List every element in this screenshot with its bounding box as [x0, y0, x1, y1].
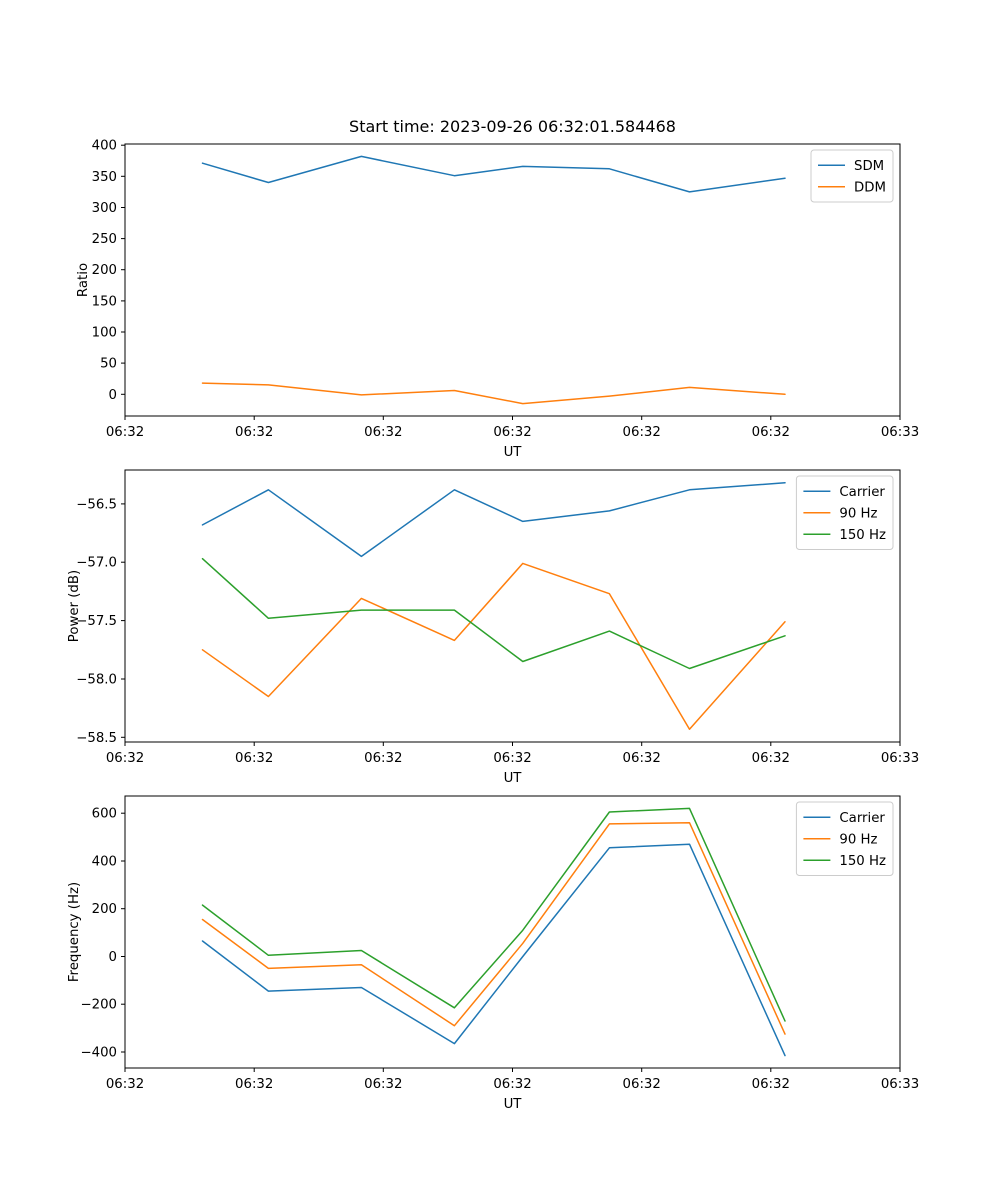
x-tick-label: 06:32	[235, 425, 273, 440]
x-tick-label: 06:32	[752, 751, 790, 766]
x-tick-label: 06:32	[493, 751, 531, 766]
y-tick-label: 400	[92, 855, 117, 870]
x-tick-label: 06:32	[364, 751, 402, 766]
legend-label-90-hz: 90 Hz	[839, 507, 877, 522]
y-tick-label: 100	[92, 326, 117, 341]
y-tick-label: −200	[80, 998, 117, 1013]
x-tick-label: 06:32	[752, 1077, 790, 1092]
x-tick-label: 06:32	[493, 425, 531, 440]
y-tick-label: 200	[92, 902, 117, 917]
y-tick-label: 350	[92, 170, 117, 185]
y-tick-label: 0	[109, 388, 117, 403]
x-tick-label: 06:32	[106, 1077, 144, 1092]
y-tick-label: 200	[92, 263, 117, 278]
axes-frame	[124, 143, 901, 417]
axes-frame	[124, 795, 901, 1069]
legend-frame	[795, 475, 894, 550]
x-tick-label: 06:32	[623, 1077, 661, 1092]
series-line-carrier	[201, 482, 786, 558]
series-line-150-hz	[201, 807, 786, 1022]
x-tick-label: 06:32	[364, 425, 402, 440]
y-axis-label: Frequency (Hz)	[67, 882, 82, 982]
y-tick-label: 50	[100, 357, 117, 372]
x-axis-label: UT	[504, 771, 523, 786]
y-tick-label: −400	[80, 1046, 117, 1061]
x-axis-label: UT	[504, 445, 523, 460]
series-line-carrier	[201, 843, 786, 1057]
y-tick-label: −57.0	[76, 556, 117, 571]
y-tick-label: 300	[92, 201, 117, 216]
x-tick-label: 06:33	[881, 425, 919, 440]
figure-title: Start time: 2023-09-26 06:32:01.584468	[349, 117, 676, 136]
y-axis-label: Power (dB)	[67, 570, 82, 642]
x-tick-label: 06:33	[881, 751, 919, 766]
axes-frame	[124, 469, 901, 743]
legend: SDM DDM	[810, 149, 894, 203]
y-tick-label: 0	[109, 950, 117, 965]
series-line-ddm	[201, 382, 786, 405]
legend-label-ddm: DDM	[854, 180, 886, 195]
legend-label-150-hz: 150 Hz	[839, 528, 886, 543]
x-tick-label: 06:32	[752, 425, 790, 440]
y-tick-label: 150	[92, 294, 117, 309]
x-axis-label: UT	[504, 1097, 523, 1112]
x-tick-label: 06:32	[623, 751, 661, 766]
y-tick-label: −57.5	[76, 614, 117, 629]
series-line-sdm	[201, 155, 786, 193]
y-tick-label: 250	[92, 232, 117, 247]
y-tick-label: −56.5	[76, 497, 117, 512]
legend: Carrier 90 Hz 150 Hz	[795, 475, 894, 550]
y-tick-label: 400	[92, 139, 117, 154]
y-axis-label: Ratio	[76, 263, 91, 297]
x-tick-label: 06:33	[881, 1077, 919, 1092]
legend-frame	[795, 801, 894, 876]
x-tick-label: 06:32	[364, 1077, 402, 1092]
series-line-90-hz	[201, 821, 786, 1035]
legend-label-90-hz: 90 Hz	[839, 833, 877, 848]
x-tick-label: 06:32	[493, 1077, 531, 1092]
series-line-90-hz	[201, 562, 786, 730]
x-tick-label: 06:32	[623, 425, 661, 440]
x-tick-label: 06:32	[106, 751, 144, 766]
legend-label-carrier: Carrier	[839, 485, 885, 500]
legend: Carrier 90 Hz 150 Hz	[795, 801, 894, 876]
legend-label-carrier: Carrier	[839, 811, 885, 826]
x-tick-label: 06:32	[106, 425, 144, 440]
legend-frame	[810, 149, 894, 203]
y-tick-label: −58.5	[76, 731, 117, 746]
subplot-frequency-(hz): 06:32 06:32 06:32 06:32 06:32 06:32 06:33 −400 −…	[67, 795, 919, 1112]
legend-label-sdm: SDM	[854, 159, 884, 174]
legend-label-150-hz: 150 Hz	[839, 854, 886, 869]
series-line-150-hz	[201, 557, 786, 670]
x-tick-label: 06:32	[235, 1077, 273, 1092]
y-tick-label: −58.0	[76, 673, 117, 688]
x-tick-label: 06:32	[235, 751, 273, 766]
y-tick-label: 600	[92, 807, 117, 822]
subplot-power-(db): 06:32 06:32 06:32 06:32 06:32 06:32 06:33 −56.5…	[67, 469, 919, 786]
subplot-ratio: 06:32 06:32 06:32 06:32 06:32 06:32 06:33 0 50 10…	[76, 139, 919, 460]
